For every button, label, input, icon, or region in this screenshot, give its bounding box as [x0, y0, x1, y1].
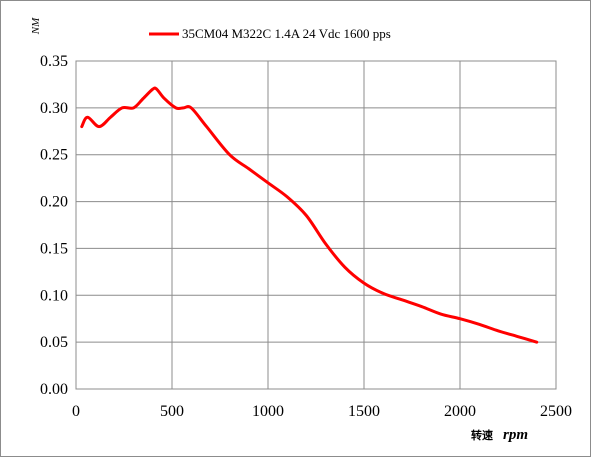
y-tick-label: 0.00 [40, 381, 68, 398]
plot-area [75, 60, 557, 390]
x-tick-label: 2000 [444, 403, 476, 420]
y-tick-label: 0.35 [40, 53, 68, 70]
y-tick-label: 0.30 [40, 100, 68, 117]
x-axis-label: 转速 [471, 428, 493, 442]
x-tick-label: 500 [160, 403, 184, 420]
x-tick-label: 1000 [252, 403, 284, 420]
y-axis: 0.00 0.05 0.10 0.15 0.20 0.25 0.30 0.35 [40, 53, 68, 398]
x-axis-unit: rpm [503, 427, 528, 443]
x-axis: 0 500 1000 1500 2000 2500 [72, 403, 572, 420]
y-tick-label: 0.10 [40, 287, 68, 304]
x-tick-label: 2500 [540, 403, 572, 420]
x-tick-label: 0 [72, 403, 80, 420]
grid-lines [75, 60, 557, 390]
y-tick-label: 0.05 [40, 334, 68, 351]
y-tick-label: 0.20 [40, 194, 68, 211]
legend-label: 35CM04 M322C 1.4A 24 Vdc 1600 pps [182, 26, 391, 41]
legend: 35CM04 M322C 1.4A 24 Vdc 1600 pps [149, 26, 391, 41]
y-tick-label: 0.25 [40, 147, 68, 164]
y-tick-label: 0.15 [40, 240, 68, 257]
x-tick-label: 1500 [348, 403, 380, 420]
y-axis-label: NM [30, 17, 42, 35]
series-line [80, 86, 539, 344]
